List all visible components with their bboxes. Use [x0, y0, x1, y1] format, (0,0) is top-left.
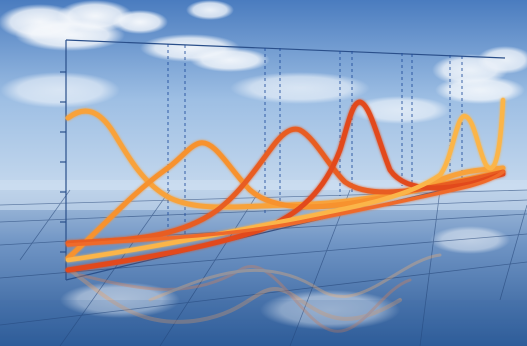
- cloud-shape-icon: [60, 226, 510, 330]
- wave-curve-icon: [65, 126, 506, 246]
- wave-curve-reflection-icon: [148, 253, 442, 302]
- wave-curve-icon: [66, 170, 505, 247]
- cloud-shape-icon: [432, 46, 527, 104]
- curve-reflections: [68, 253, 442, 333]
- bottom-haze: [0, 300, 527, 346]
- wave-curve-icon: [65, 99, 506, 273]
- wave-curve-reflection-icon: [78, 265, 412, 333]
- wave-curves: [65, 97, 506, 273]
- dashed-guide-lines: [167, 44, 463, 238]
- cloud-shape-icon: [0, 0, 168, 51]
- wave-curve-reflection-icon: [68, 268, 402, 324]
- clouds-group: [0, 0, 527, 330]
- chart-panel-frame: [60, 39, 506, 281]
- cloud-shape-icon: [140, 0, 270, 72]
- wave-curve-icon: [65, 108, 506, 210]
